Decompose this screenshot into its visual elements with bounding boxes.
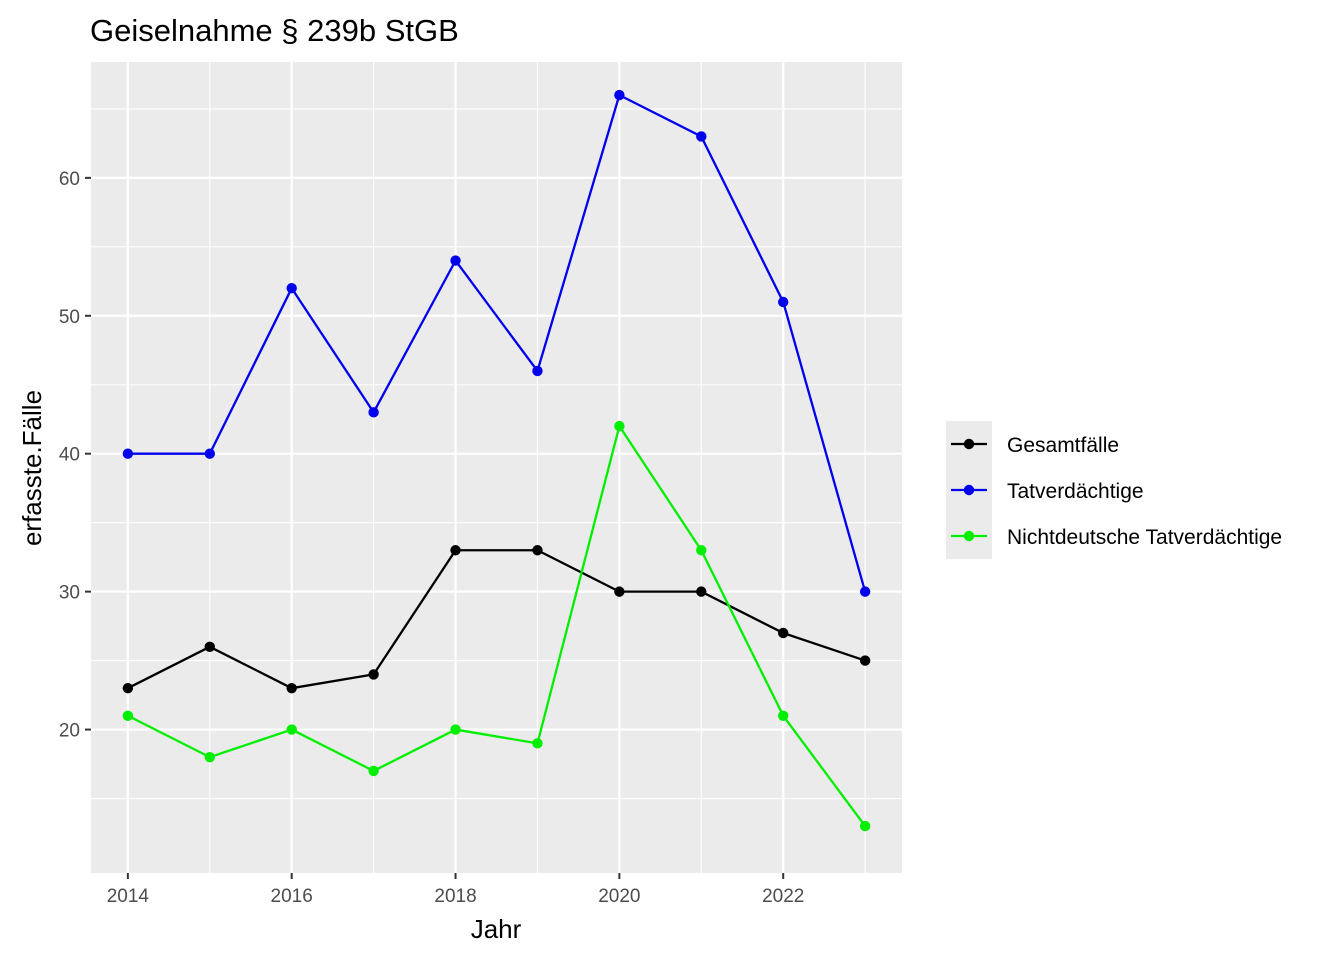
series-line-tatverdaechtige (127, 93, 867, 592)
y-axis-title: erfasste.Fälle (17, 390, 47, 546)
data-point-tatverdaechtige (368, 407, 379, 418)
data-point-nichtdeutsche-tatverdaechtige (368, 765, 379, 777)
x-axis-title: Jahr (471, 914, 522, 944)
legend-label-gesamtfaelle: Gesamtfälle (1007, 434, 1119, 457)
data-point-nichtdeutsche-tatverdaechtige (532, 738, 543, 749)
data-point-gesamtfaelle (204, 641, 215, 653)
series-line-gesamtfaelle (127, 549, 866, 690)
data-point-nichtdeutsche-tatverdaechtige (122, 710, 134, 721)
data-point-gesamtfaelle (614, 586, 625, 597)
x-axis: 2014 2016 2018 2020 2022 (107, 873, 804, 907)
data-point-nichtdeutsche-tatverdaechtige (696, 545, 707, 556)
major-gridlines (91, 62, 902, 873)
data-point-tatverdaechtige (532, 365, 543, 377)
y-tick-label: 20 (59, 721, 80, 742)
data-point-nichtdeutsche-tatverdaechtige (286, 724, 297, 735)
legend-key-point (963, 438, 975, 450)
data-point-tatverdaechtige (122, 448, 134, 459)
legend-label-tatverdaechtige: Tatverdächtige (1007, 480, 1144, 503)
data-point-gesamtfaelle (859, 655, 871, 666)
plot-panel (91, 62, 902, 873)
legend-label-nichtdeutsche-tatverdaechtige: Nichtdeutsche Tatverdächtige (1007, 526, 1282, 549)
data-point-nichtdeutsche-tatverdaechtige (859, 820, 871, 832)
data-point-tatverdaechtige (696, 131, 707, 142)
y-tick-label: 30 (59, 583, 80, 604)
x-tick-label: 2018 (434, 886, 476, 907)
data-point-gesamtfaelle (778, 627, 789, 639)
x-tick-label: 2014 (107, 886, 150, 907)
chart-title: Geiselnahme § 239b StGB (90, 13, 459, 48)
data-point-gesamtfaelle (450, 545, 461, 556)
series-line-nichtdeutsche-tatverdaechtige (127, 424, 867, 827)
data-point-nichtdeutsche-tatverdaechtige (450, 724, 461, 735)
data-point-tatverdaechtige (204, 448, 215, 459)
data-point-nichtdeutsche-tatverdaechtige (614, 420, 625, 432)
x-tick-label: 2022 (762, 886, 804, 907)
legend: Gesamtfälle Tatverdächtige Nichtdeutsche T… (946, 421, 1282, 559)
data-point-nichtdeutsche-tatverdaechtige (204, 751, 215, 763)
data-point-tatverdaechtige (859, 586, 871, 597)
y-axis: 20 30 40 50 60 (59, 169, 91, 742)
data-point-tatverdaechtige (286, 282, 297, 294)
legend-key-point (963, 530, 975, 542)
data-point-gesamtfaelle (122, 682, 134, 694)
legend-key-point (963, 484, 975, 496)
y-tick-label: 50 (59, 307, 80, 328)
data-point-tatverdaechtige (450, 255, 461, 266)
x-tick-label: 2016 (271, 886, 313, 907)
minor-gridlines (91, 62, 902, 873)
data-point-gesamtfaelle (696, 586, 707, 597)
data-point-tatverdaechtige (778, 296, 789, 308)
data-point-gesamtfaelle (286, 682, 297, 694)
data-point-gesamtfaelle (368, 669, 379, 680)
y-tick-label: 40 (59, 445, 80, 466)
data-point-nichtdeutsche-tatverdaechtige (778, 710, 789, 721)
data-point-tatverdaechtige (614, 89, 625, 101)
data-point-gesamtfaelle (532, 545, 543, 556)
series-points (122, 89, 871, 832)
series-lines (127, 93, 867, 827)
y-tick-label: 60 (59, 169, 80, 190)
x-tick-label: 2020 (598, 886, 640, 907)
